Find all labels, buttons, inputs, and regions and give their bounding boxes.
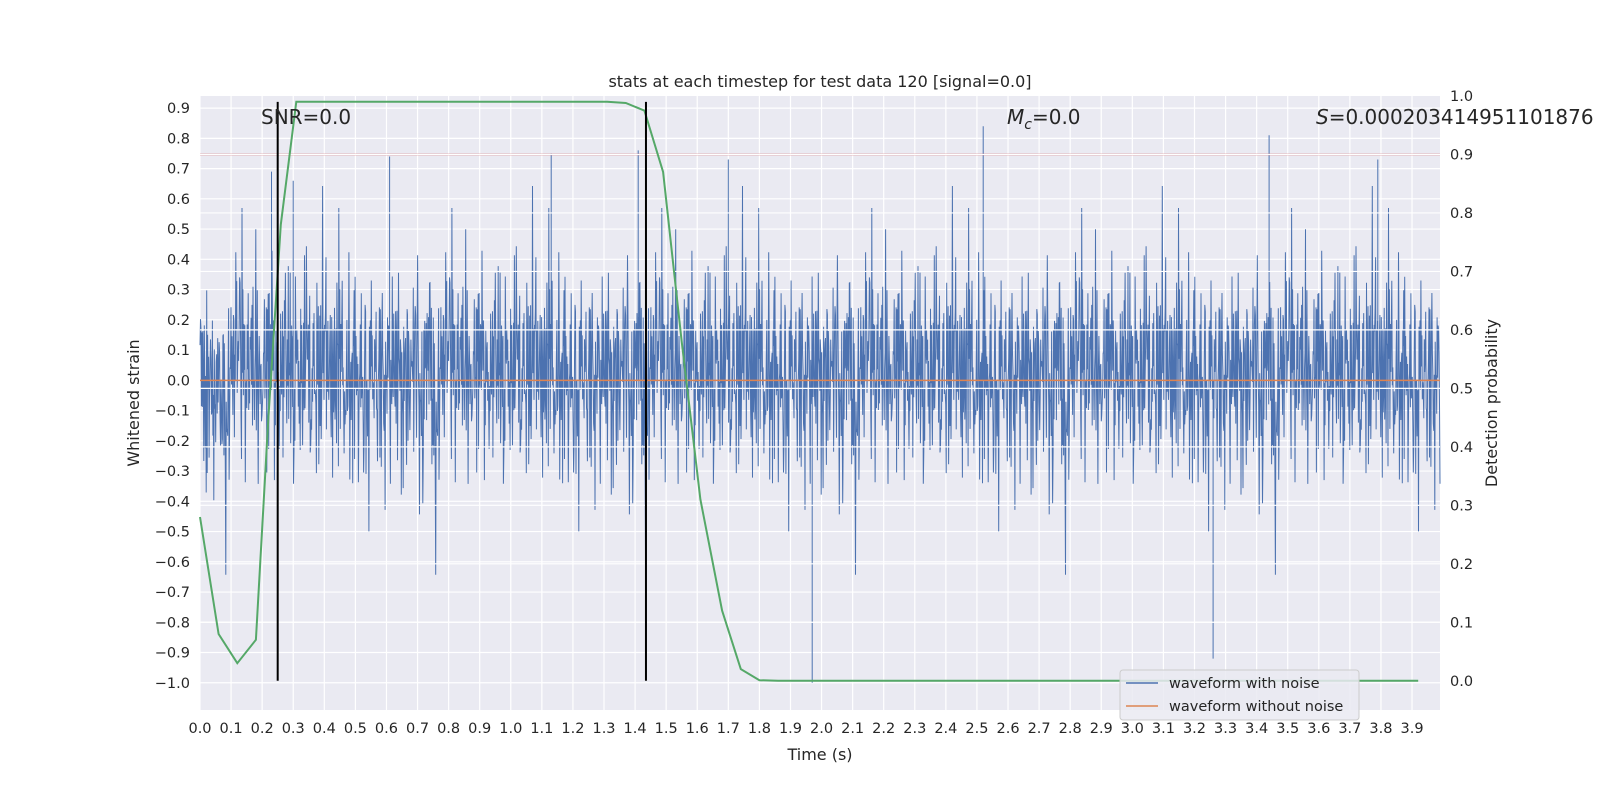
y-tick-label-left: 0.8 bbox=[167, 131, 190, 147]
x-tick-label: 1.5 bbox=[655, 721, 678, 737]
x-tick-label: 0.8 bbox=[437, 721, 460, 737]
x-tick-label: 3.2 bbox=[1183, 721, 1206, 737]
x-tick-label: 1.6 bbox=[686, 721, 709, 737]
x-tick-label: 3.0 bbox=[1121, 721, 1144, 737]
chirp-mass-symbol: M bbox=[1007, 105, 1024, 129]
y-tick-labels-left: 0.9 0.8 0.7 0.6 0.5 0.4 0.3 0.2 0.1 0.0 −0.1 −0.2 −0… bbox=[155, 101, 190, 692]
y-tick-label-left: −0.6 bbox=[155, 555, 190, 571]
y-tick-label-left: 0.0 bbox=[167, 373, 190, 389]
s-annotation: S=0.000203414951101876 bbox=[1316, 105, 1594, 129]
y-tick-label-right: 0.4 bbox=[1450, 440, 1473, 456]
event-markers bbox=[276, 101, 647, 681]
waveform-with-noise-line bbox=[199, 126, 1441, 683]
x-tick-label: 2.0 bbox=[810, 721, 833, 737]
y-tick-label-left: −0.3 bbox=[155, 464, 190, 480]
legend-box bbox=[1119, 669, 1360, 721]
y-tick-label-right: 0.7 bbox=[1450, 264, 1473, 280]
y-tick-label-left: −0.4 bbox=[155, 494, 190, 510]
x-tick-label: 3.5 bbox=[1276, 721, 1299, 737]
x-tick-label: 3.4 bbox=[1245, 721, 1268, 737]
x-tick-label: 0.0 bbox=[188, 721, 211, 737]
y-tick-label-left: −0.9 bbox=[155, 646, 190, 662]
y-tick-labels-right: 1.0 0.9 0.8 0.7 0.6 0.5 0.4 0.3 0.2 0.1 0.0 bbox=[1450, 89, 1473, 690]
y-tick-label-left: 0.3 bbox=[167, 283, 190, 299]
x-tick-label: 1.9 bbox=[779, 721, 802, 737]
x-tick-label: 3.7 bbox=[1338, 721, 1361, 737]
y-tick-label-right: 0.5 bbox=[1450, 381, 1473, 397]
x-tick-label: 2.1 bbox=[841, 721, 864, 737]
x-tick-label: 1.8 bbox=[748, 721, 771, 737]
x-tick-label: 2.3 bbox=[903, 721, 926, 737]
y-tick-label-right: 1.0 bbox=[1450, 89, 1473, 105]
x-tick-label: 3.1 bbox=[1152, 721, 1175, 737]
y-tick-label-right: 0.2 bbox=[1450, 557, 1473, 573]
x-tick-label: 0.5 bbox=[344, 721, 367, 737]
x-tick-label: 0.7 bbox=[406, 721, 429, 737]
y-tick-label-left: 0.6 bbox=[167, 192, 190, 208]
y-tick-label-left: 0.2 bbox=[167, 313, 190, 329]
x-tick-label: 2.5 bbox=[965, 721, 988, 737]
detection-probability-line bbox=[199, 100, 1419, 682]
y-tick-label-right: 0.0 bbox=[1450, 674, 1473, 690]
series-waveform-with-noise bbox=[199, 126, 1441, 683]
x-tick-label: 3.6 bbox=[1307, 721, 1330, 737]
y-tick-label-left: 0.9 bbox=[167, 101, 190, 117]
x-tick-label: 1.0 bbox=[499, 721, 522, 737]
x-tick-label: 1.1 bbox=[530, 721, 553, 737]
x-tick-label: 2.2 bbox=[872, 721, 895, 737]
x-tick-label: 2.7 bbox=[1028, 721, 1051, 737]
x-tick-label: 0.3 bbox=[282, 721, 305, 737]
x-tick-label: 0.2 bbox=[251, 721, 274, 737]
x-tick-label: 0.1 bbox=[220, 721, 243, 737]
x-tick-label: 3.8 bbox=[1369, 721, 1392, 737]
legend: waveform with noise waveform without noi… bbox=[1119, 669, 1360, 721]
y-tick-label-left: −0.8 bbox=[155, 615, 190, 631]
y-tick-label-left: −0.7 bbox=[155, 585, 190, 601]
legend-label-noise: waveform with noise bbox=[1169, 676, 1320, 692]
x-tick-labels: 0.0 0.1 0.2 0.3 0.4 0.5 0.6 0.7 0.8 0.9 1.0 1.1 1.2 1… bbox=[188, 721, 1423, 737]
y-tick-label-left: 0.5 bbox=[167, 222, 190, 238]
x-axis-label: Time (s) bbox=[786, 745, 852, 764]
y-tick-label-left: −0.1 bbox=[155, 404, 190, 420]
snr-annotation: SNR=0.0 bbox=[261, 105, 351, 129]
x-tick-label: 0.4 bbox=[313, 721, 336, 737]
x-tick-label: 0.9 bbox=[468, 721, 491, 737]
y-axis-label-left: Whitened strain bbox=[124, 339, 143, 466]
x-tick-label: 1.4 bbox=[624, 721, 647, 737]
y-axis-label-right: Detection probability bbox=[1482, 319, 1501, 487]
x-tick-label: 1.7 bbox=[717, 721, 740, 737]
x-tick-label: 1.3 bbox=[592, 721, 615, 737]
y-tick-label-right: 0.6 bbox=[1450, 323, 1473, 339]
legend-label-clean: waveform without noise bbox=[1169, 699, 1343, 715]
x-tick-label: 2.9 bbox=[1090, 721, 1113, 737]
s-symbol: S bbox=[1316, 105, 1329, 129]
y-tick-label-left: −0.5 bbox=[155, 525, 190, 541]
y-tick-label-right: 0.9 bbox=[1450, 147, 1473, 163]
y-tick-label-right: 0.8 bbox=[1450, 206, 1473, 222]
x-tick-label: 0.6 bbox=[375, 721, 398, 737]
y-tick-label-left: 0.7 bbox=[167, 162, 190, 178]
chirp-mass-subscript: c bbox=[1024, 117, 1032, 133]
grid-right-axis bbox=[200, 153, 1440, 623]
chirp-mass-value: =0.0 bbox=[1032, 105, 1081, 129]
x-tick-label: 3.3 bbox=[1214, 721, 1237, 737]
x-tick-label: 2.4 bbox=[934, 721, 957, 737]
x-tick-label: 3.9 bbox=[1400, 721, 1423, 737]
chart-title: stats at each timestep for test data 120… bbox=[608, 72, 1031, 91]
x-tick-label: 2.6 bbox=[996, 721, 1019, 737]
s-value: =0.000203414951101876 bbox=[1329, 105, 1594, 129]
y-tick-label-left: −1.0 bbox=[155, 676, 190, 692]
y-tick-label-left: 0.1 bbox=[167, 343, 190, 359]
y-tick-label-left: 0.4 bbox=[167, 252, 190, 268]
x-tick-label: 1.2 bbox=[561, 721, 584, 737]
chirp-mass-annotation: Mc=0.0 bbox=[1007, 105, 1081, 133]
y-tick-label-right: 0.3 bbox=[1450, 498, 1473, 514]
x-tick-label: 2.8 bbox=[1059, 721, 1082, 737]
y-tick-label-left: −0.2 bbox=[155, 434, 190, 450]
y-tick-label-right: 0.1 bbox=[1450, 615, 1473, 631]
